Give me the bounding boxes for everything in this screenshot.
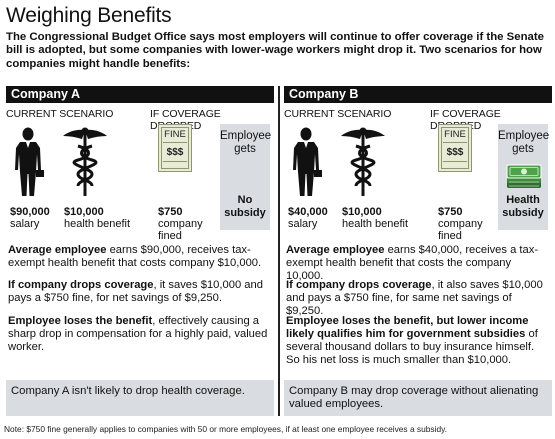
fine-dollars: $$$	[446, 147, 464, 158]
fine-tag: FINE	[444, 129, 466, 140]
salary-label: salary	[10, 218, 40, 230]
company-a-header: Company A	[6, 86, 274, 103]
company-b-conclusion: Company B may drop coverage without alie…	[284, 380, 552, 416]
company-a-conclusion: Company A isn't likely to drop health co…	[6, 380, 274, 416]
paragraph-average-employee: Average employee earns $90,000, receives…	[8, 244, 262, 269]
fine-amount: $750	[158, 206, 183, 218]
column-divider	[278, 86, 280, 416]
fine-amount: $750	[438, 206, 463, 218]
fine-dollars: $$$	[166, 147, 184, 158]
employee-gets-title-1: Employee	[498, 130, 550, 142]
company-a-column: Company A CURRENT SCENARIO IF COVERAGE D…	[6, 86, 274, 416]
health-amount: $10,000	[64, 206, 104, 218]
fine-label-1: company	[158, 218, 203, 230]
intro-text: The Congressional Budget Office says mos…	[6, 31, 545, 70]
fine-label-2: fined	[438, 230, 462, 242]
fine-label-2: fined	[158, 230, 182, 242]
health-amount: $10,000	[342, 206, 382, 218]
employee-gets-panel: Employee gets Health subsidy	[498, 124, 550, 230]
health-label: health benefit	[342, 218, 409, 230]
businessman-icon	[293, 127, 322, 196]
employee-gets-value-2: subsidy	[224, 207, 266, 219]
company-b-column: Company B CURRENT SCENARIO IF COVERAGE D…	[284, 86, 552, 416]
caduceus-icon	[341, 127, 385, 196]
employee-gets-title-2: gets	[512, 143, 534, 155]
caduceus-icon	[63, 127, 107, 196]
employee-gets-panel: Employee gets No subsidy	[220, 124, 272, 230]
money-stack-icon	[506, 164, 542, 188]
fine-tag: FINE	[164, 129, 186, 140]
company-b-header: Company B	[284, 86, 552, 103]
page-title: Weighing Benefits	[6, 4, 172, 27]
salary-amount: $40,000	[288, 206, 328, 218]
employee-gets-value-1: No	[237, 194, 253, 206]
current-scenario-label: CURRENT SCENARIO	[6, 108, 114, 120]
businessman-icon	[15, 127, 44, 196]
salary-amount: $90,000	[10, 206, 50, 218]
footnote: Note: $750 fine generally applies to com…	[4, 424, 448, 434]
fine-ticket-icon: FINE $$$	[158, 124, 192, 172]
salary-label: salary	[288, 218, 318, 230]
health-label: health benefit	[64, 218, 131, 230]
paragraph-loses-benefit: Employee loses the benefit, but lower in…	[286, 315, 538, 366]
employee-gets-title-2: gets	[234, 143, 256, 155]
employee-gets-value-2: subsidy	[502, 207, 544, 219]
employee-gets-value-1: Health	[506, 194, 540, 206]
current-scenario-label: CURRENT SCENARIO	[284, 108, 392, 120]
fine-ticket-icon: FINE $$$	[438, 124, 472, 172]
paragraph-loses-benefit: Employee loses the benefit, effectively …	[8, 315, 268, 353]
employee-gets-title-1: Employee	[220, 130, 272, 142]
paragraph-drops-coverage: If company drops coverage, it saves $10,…	[8, 279, 263, 304]
paragraph-drops-coverage: If company drops coverage, it also saves…	[286, 279, 543, 317]
fine-label-1: company	[438, 218, 483, 230]
paragraph-average-employee: Average employee earns $40,000, receives…	[286, 244, 539, 282]
